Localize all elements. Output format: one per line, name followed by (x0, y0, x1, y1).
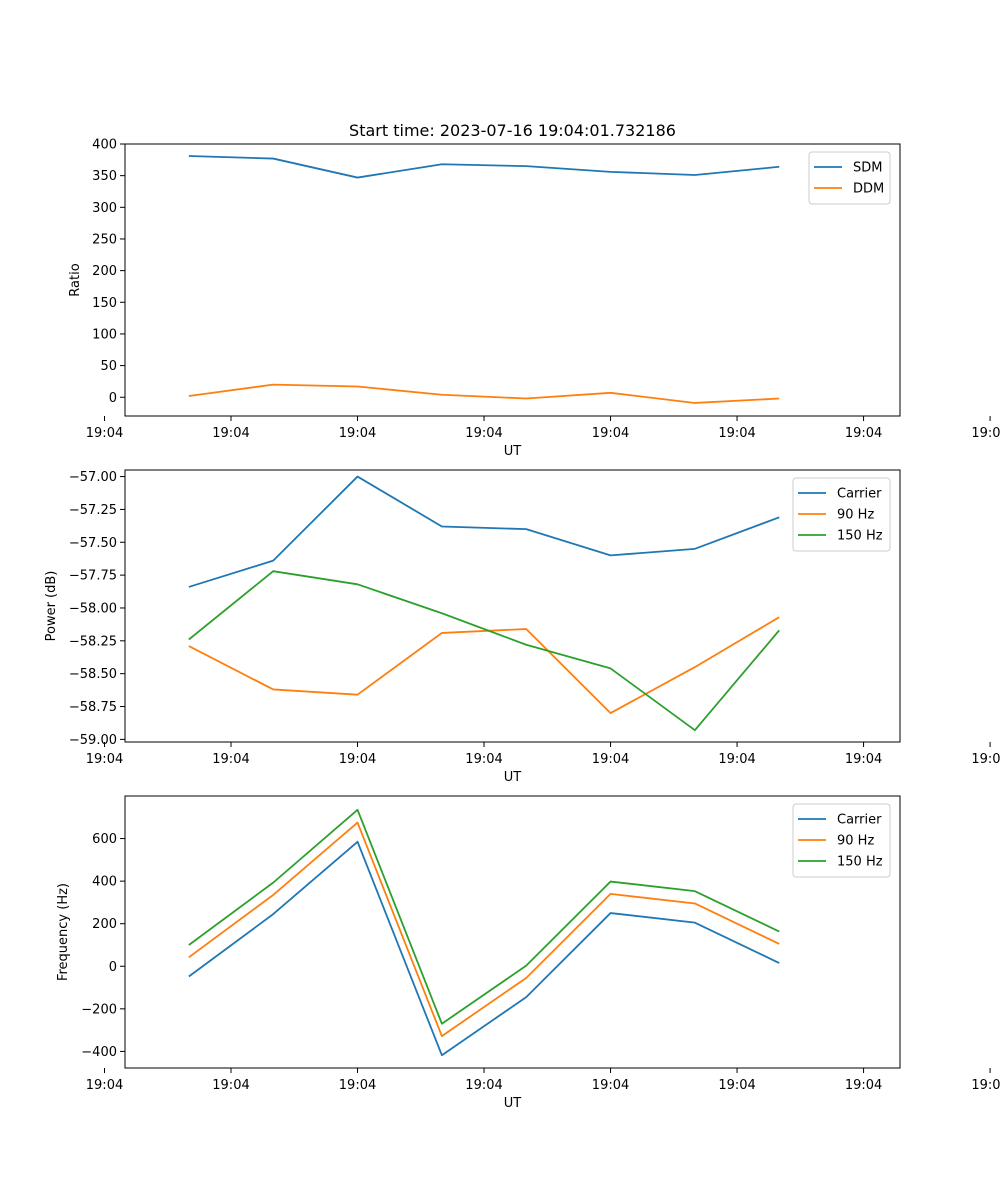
y-tick-label: 350 (92, 169, 117, 184)
legend-label: SDM (853, 161, 882, 176)
y-tick-label: 200 (92, 917, 117, 932)
x-tick-label: 19:04 (845, 426, 882, 441)
x-tick-label: 19:04 (465, 426, 502, 441)
x-tick-label: 19:04 (339, 752, 376, 767)
y-tick-label: 400 (92, 875, 117, 890)
x-tick-label: 19:04 (86, 1078, 123, 1093)
y-tick-label: 0 (109, 960, 117, 975)
y-tick-label: −58.25 (69, 634, 117, 649)
y-tick-label: −58.50 (69, 667, 117, 682)
y-tick-label: 150 (92, 296, 117, 311)
legend-box (808, 151, 891, 205)
x-tick-label: 19:05 (971, 426, 1000, 441)
legend-label: Carrier (837, 813, 882, 828)
x-tick-label: 19:04 (845, 752, 882, 767)
x-tick-label: 19:04 (465, 752, 502, 767)
x-tick-label: 19:04 (86, 426, 123, 441)
x-tick-label: 19:04 (718, 426, 755, 441)
y-tick-label: −400 (81, 1045, 117, 1060)
y-tick-label: −57.00 (69, 470, 117, 485)
series-line-sdm (188, 155, 780, 179)
x-tick-label: 19:04 (592, 752, 629, 767)
x-tick-label: 19:04 (592, 426, 629, 441)
y-tick-label: 600 (92, 832, 117, 847)
x-tick-label: 19:04 (339, 1078, 376, 1093)
panel-2: 19:04 19:04 19:04 19:04 19:04 19:04 19:04 19:05… (44, 469, 1000, 785)
y-tick-label: 100 (92, 327, 117, 342)
x-tick-label: 19:04 (592, 1078, 629, 1093)
legend-label: Carrier (837, 487, 882, 502)
series-line-carrier (188, 475, 780, 588)
y-tick-label: −58.00 (69, 601, 117, 616)
x-tick-label: 19:04 (465, 1078, 502, 1093)
chart-panels: 19:04 19:04 19:04 19:04 19:04 19:04 19:04 19:05… (44, 138, 1000, 1112)
legend: Carrier 90 Hz 150 Hz (792, 803, 891, 878)
x-tick-label: 19:05 (971, 1078, 1000, 1093)
series-line-90-hz (188, 616, 780, 714)
legend-label: 150 Hz (837, 855, 883, 870)
series-line-ddm (188, 383, 780, 404)
legend: Carrier 90 Hz 150 Hz (792, 477, 891, 552)
y-axis-label: Power (dB) (44, 571, 59, 642)
y-tick-label: 400 (92, 138, 117, 153)
legend-label: 90 Hz (837, 508, 874, 523)
y-tick-label: −59.00 (69, 733, 117, 748)
x-tick-label: 19:04 (212, 752, 249, 767)
axes-frame (124, 143, 901, 417)
legend-label: DDM (853, 182, 884, 197)
series-line-150-hz (188, 808, 780, 1025)
x-tick-label: 19:04 (845, 1078, 882, 1093)
series-line-90-hz (188, 821, 780, 1037)
y-axis-label: Ratio (68, 263, 83, 296)
x-tick-label: 19:04 (718, 752, 755, 767)
axes-frame (124, 469, 901, 743)
y-tick-label: −57.75 (69, 569, 117, 584)
y-tick-label: 250 (92, 232, 117, 247)
legend-box (792, 803, 891, 878)
chart-title: Start time: 2023-07-16 19:04:01.732186 (349, 121, 676, 140)
series-line-carrier (188, 840, 780, 1057)
x-tick-label: 19:04 (212, 1078, 249, 1093)
axes-frame (124, 795, 901, 1069)
y-tick-label: −200 (81, 1002, 117, 1017)
y-tick-label: 300 (92, 201, 117, 216)
y-tick-label: −57.50 (69, 536, 117, 551)
x-axis-label: UT (504, 444, 522, 459)
x-tick-label: 19:04 (86, 752, 123, 767)
legend: SDM DDM (808, 151, 891, 205)
series-line-150-hz (188, 570, 780, 732)
panel-3: 19:04 19:04 19:04 19:04 19:04 19:04 19:04 19:05… (56, 795, 1000, 1111)
series-group (188, 155, 780, 404)
series-group (188, 808, 780, 1057)
legend-label: 150 Hz (837, 529, 883, 544)
x-axis-label: UT (504, 1096, 522, 1111)
y-tick-label: 200 (92, 264, 117, 279)
y-tick-label: 0 (109, 391, 117, 406)
x-tick-label: 19:04 (718, 1078, 755, 1093)
series-group (188, 475, 780, 732)
legend-box (792, 477, 891, 552)
x-tick-label: 19:04 (339, 426, 376, 441)
y-axis-label: Frequency (Hz) (56, 883, 71, 981)
y-tick-label: 50 (100, 359, 117, 374)
x-axis-label: UT (504, 770, 522, 785)
legend-label: 90 Hz (837, 834, 874, 849)
panel-1: 19:04 19:04 19:04 19:04 19:04 19:04 19:04 19:05… (68, 138, 1000, 460)
y-tick-label: −57.25 (69, 503, 117, 518)
x-tick-label: 19:04 (212, 426, 249, 441)
x-tick-label: 19:05 (971, 752, 1000, 767)
y-tick-label: −58.75 (69, 700, 117, 715)
